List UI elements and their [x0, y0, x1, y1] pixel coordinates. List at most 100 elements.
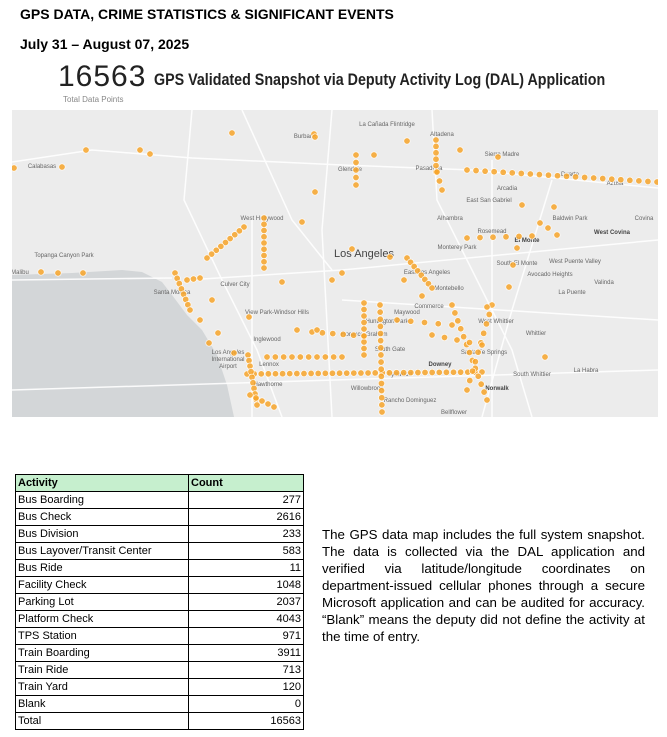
- map-place-label: Valinda: [594, 280, 614, 286]
- gps-point: [528, 232, 536, 240]
- gps-point: [328, 276, 336, 284]
- activity-cell: Train Yard: [15, 678, 189, 696]
- gps-point: [357, 369, 365, 377]
- gps-point: [535, 171, 543, 179]
- gps-point: [563, 172, 571, 180]
- gps-point: [246, 391, 254, 399]
- map-title: GPS Validated Snapshot via Deputy Activi…: [154, 70, 606, 89]
- gps-point: [183, 276, 191, 284]
- gps-point: [478, 341, 486, 349]
- map-place-label: La Cañada Flintridge: [359, 122, 415, 128]
- gps-point: [490, 168, 498, 176]
- gps-point: [280, 353, 288, 361]
- count-cell: 2616: [188, 508, 304, 526]
- report-title: GPS DATA, CRIME STATISTICS & SIGNIFICANT…: [20, 6, 394, 22]
- gps-point: [226, 235, 234, 243]
- map-place-label: La Habra: [573, 368, 599, 374]
- gps-point: [54, 269, 62, 277]
- gps-point: [311, 188, 319, 196]
- gps-point: [433, 168, 441, 176]
- gps-point: [454, 317, 462, 325]
- total-row: Total 16563: [15, 712, 304, 730]
- gps-point: [352, 158, 360, 166]
- map-place-label: Inglewood: [253, 337, 281, 343]
- gps-point: [360, 312, 368, 320]
- gps-point: [376, 322, 384, 330]
- gps-point: [463, 166, 471, 174]
- activity-cell: Parking Lot: [15, 593, 189, 611]
- gps-point: [421, 368, 429, 376]
- map-place-label: La Puente: [558, 290, 586, 296]
- gps-point: [499, 168, 507, 176]
- gps-point: [205, 339, 213, 347]
- activity-cell: Train Boarding: [15, 644, 189, 662]
- map-place-label: Monterey Park: [437, 245, 477, 251]
- gps-point: [393, 369, 401, 377]
- gps-point: [136, 146, 144, 154]
- gps-point: [457, 368, 465, 376]
- gps-point: [626, 176, 634, 184]
- map-place-label: Commerce: [414, 304, 444, 310]
- gps-point: [385, 369, 393, 377]
- gps-point: [378, 387, 386, 395]
- gps-point: [203, 254, 211, 262]
- gps-point: [400, 276, 408, 284]
- count-cell: 4043: [188, 610, 304, 628]
- activity-cell: Bus Boarding: [15, 491, 189, 509]
- table-row: Facility Check 1048: [15, 576, 304, 594]
- gps-point: [329, 330, 337, 338]
- gps-point: [278, 278, 286, 286]
- gps-point: [407, 369, 415, 377]
- gps-point: [190, 275, 198, 283]
- gps-point: [360, 351, 368, 359]
- count-cell: 233: [188, 525, 304, 543]
- map-place-label: South Gate: [374, 347, 406, 353]
- gps-map[interactable]: Calabasas Burbank West Hollywood Culver Cit…: [12, 110, 658, 417]
- gps-point: [311, 133, 319, 141]
- gps-point: [378, 401, 386, 409]
- gps-point: [196, 274, 204, 282]
- gps-point: [480, 388, 488, 396]
- gps-point: [260, 264, 268, 272]
- ocean: [12, 270, 234, 417]
- gps-point: [360, 345, 368, 353]
- map-place-label: Baldwin Park: [552, 216, 588, 222]
- gps-point: [305, 353, 313, 361]
- gps-point: [360, 299, 368, 307]
- gps-point: [352, 151, 360, 159]
- map-place-label: El Monte: [514, 238, 540, 244]
- gps-point: [328, 369, 336, 377]
- gps-point: [393, 316, 401, 324]
- gps-point: [407, 317, 415, 325]
- gps-point: [428, 284, 436, 292]
- map-place-label: East San Gabriel: [466, 198, 512, 204]
- gps-point: [321, 369, 329, 377]
- gps-point: [228, 129, 236, 137]
- gps-point: [314, 369, 322, 377]
- gps-point: [448, 321, 456, 329]
- table-row: Bus Ride 11: [15, 559, 304, 577]
- gps-point: [264, 370, 272, 378]
- gps-point: [339, 330, 347, 338]
- gps-point: [513, 244, 521, 252]
- total-data-points-label: Total Data Points: [63, 95, 124, 104]
- map-place-label: East Los Angeles: [403, 270, 451, 276]
- map-place-label: Los Angeles International Airport: [211, 350, 245, 370]
- gps-point: [544, 224, 552, 232]
- gps-point: [260, 239, 268, 247]
- gps-point: [376, 315, 384, 323]
- gps-point: [360, 319, 368, 327]
- gps-point: [469, 367, 477, 375]
- gps-point: [378, 408, 386, 416]
- gps-point: [364, 369, 372, 377]
- gps-point: [440, 334, 448, 342]
- table-row: Train Boarding 3911: [15, 644, 304, 662]
- map-place-label: Avocado Heights: [527, 272, 573, 278]
- gps-point: [471, 358, 479, 366]
- count-cell: 277: [188, 491, 304, 509]
- table-row: Train Ride 713: [15, 661, 304, 679]
- gps-point: [377, 337, 385, 345]
- gps-point: [222, 239, 230, 247]
- gps-point: [58, 163, 66, 171]
- gps-point: [465, 349, 473, 357]
